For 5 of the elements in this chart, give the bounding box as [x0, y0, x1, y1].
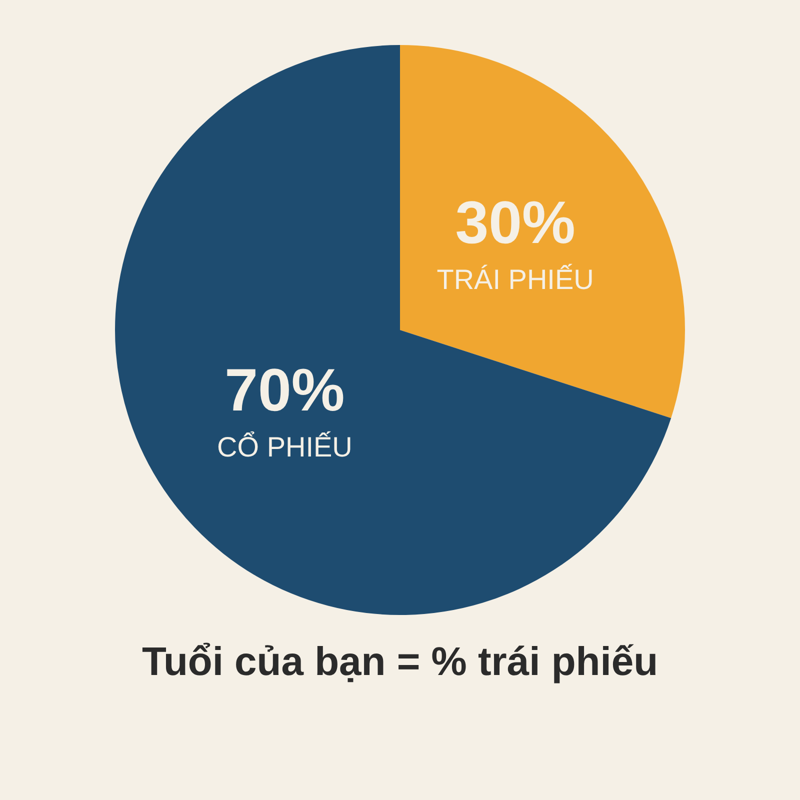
slice-label: CỔ PHIẾU	[217, 430, 352, 462]
data-label: 70%	[224, 356, 345, 424]
text: Tuổi của bạn = % trái phiếu	[141, 640, 659, 685]
slice-label: TRÁI PHIẾU	[436, 262, 594, 295]
data-label: 30%	[455, 188, 576, 256]
